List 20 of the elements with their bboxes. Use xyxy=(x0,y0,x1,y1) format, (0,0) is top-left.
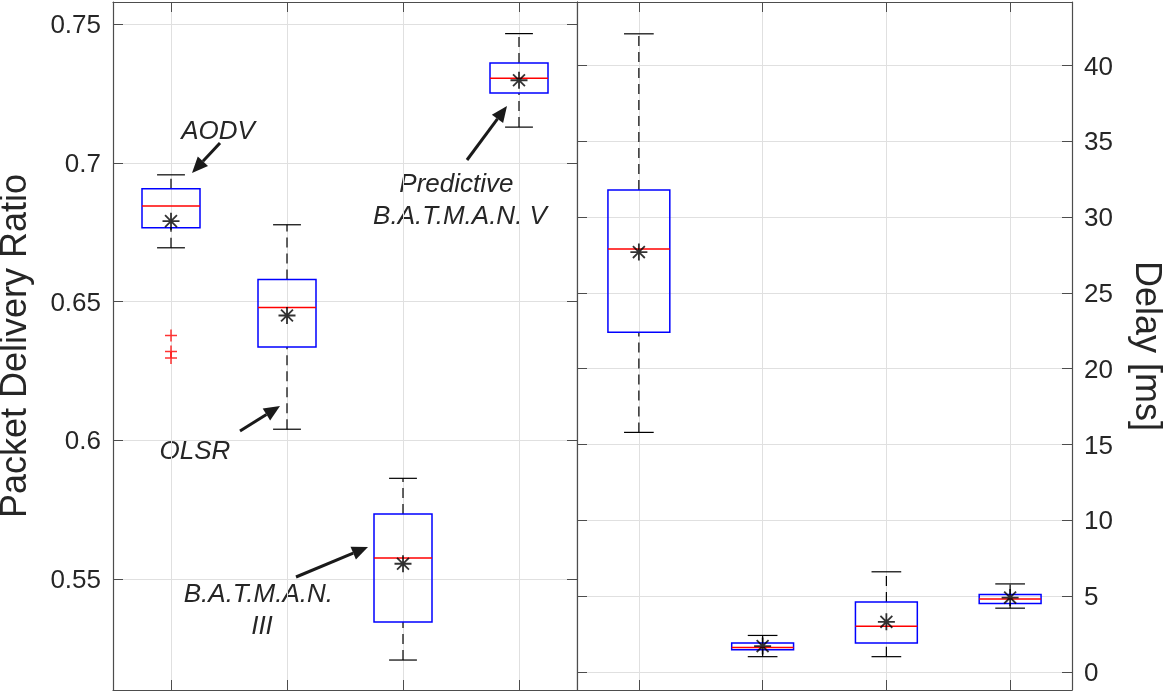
y2-tick-label: 10 xyxy=(1084,505,1113,536)
y-tick-label: 0.75 xyxy=(50,9,101,40)
y2-tick-label: 40 xyxy=(1084,50,1113,81)
y-tick-label: 0.55 xyxy=(50,564,101,595)
y2-tick-label: 30 xyxy=(1084,202,1113,233)
y-tick-label: 0.6 xyxy=(64,425,101,456)
annotation: AODV xyxy=(179,115,258,145)
y2-tick-label: 35 xyxy=(1084,126,1113,157)
y2-tick-label: 20 xyxy=(1084,353,1113,384)
y2-tick-label: 25 xyxy=(1084,277,1113,308)
y-tick-label: 0.7 xyxy=(64,147,101,178)
annotation: Predictive B.A.T.M.A.N. V xyxy=(373,168,550,230)
annotation: OLSR xyxy=(159,435,231,465)
y2-tick-label: 5 xyxy=(1084,581,1099,612)
y2-tick-label: 0 xyxy=(1084,656,1099,687)
y-axis-title: Packet Delivery Ratio xyxy=(0,173,34,519)
annotation: B.A.T.M.A.N. III xyxy=(183,578,341,640)
y2-axis-title: Delay [ms] xyxy=(1127,260,1165,432)
y2-tick-label: 15 xyxy=(1084,429,1113,460)
y-tick-label: 0.65 xyxy=(50,286,101,317)
